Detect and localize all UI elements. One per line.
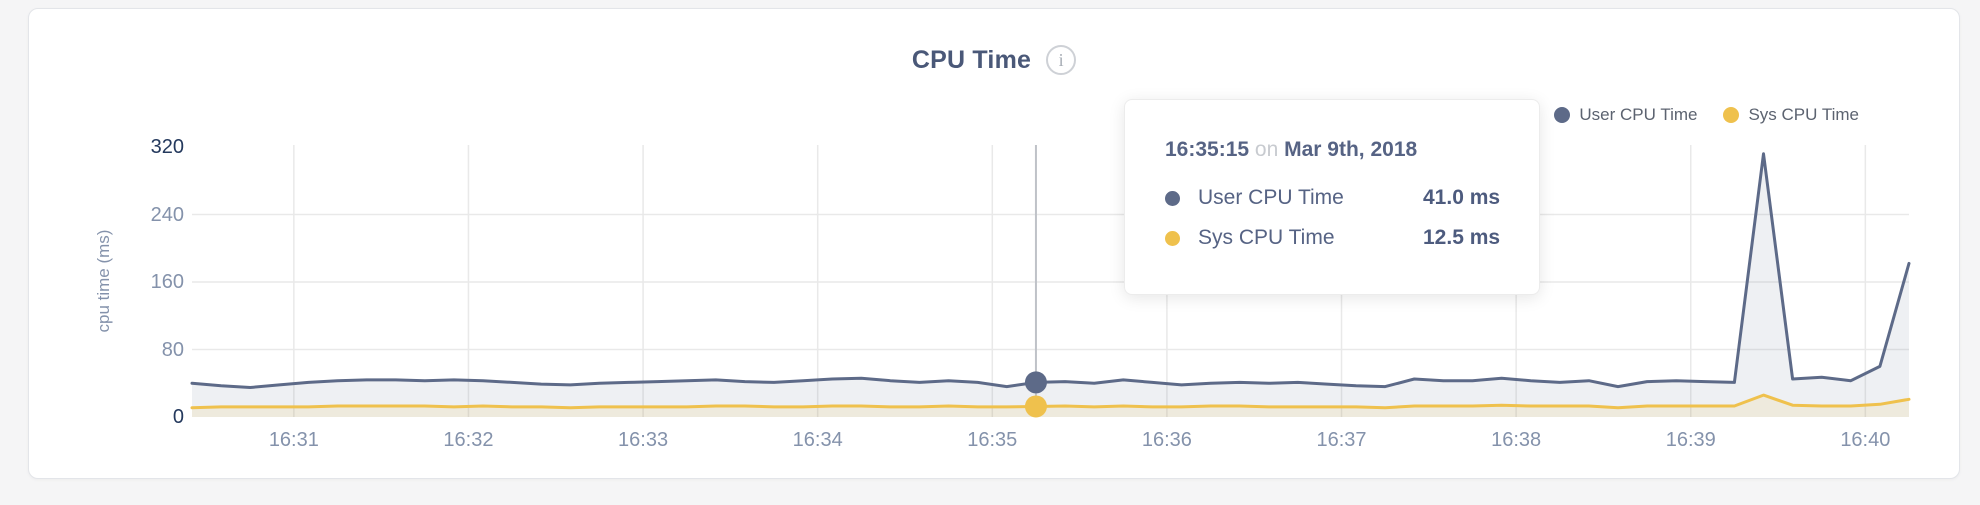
x-axis-tick-label: 16:32: [443, 429, 494, 451]
x-axis-tick-label: 16:36: [1141, 429, 1192, 451]
y-axis-tick-label: 0: [172, 406, 184, 428]
tooltip-series-label: User CPU Time: [1198, 186, 1344, 209]
x-axis-tick-label: 16:33: [618, 429, 669, 451]
cpu-time-chart-plot[interactable]: [29, 9, 1980, 505]
x-axis-tick-label: 16:31: [268, 429, 319, 451]
x-axis-tick-label: 16:37: [1316, 429, 1367, 451]
tooltip-row: User CPU Time 41.0 ms: [1165, 178, 1503, 218]
x-axis-tick-label: 16:40: [1840, 429, 1891, 451]
legend-item-user-cpu[interactable]: User CPU Time: [1554, 105, 1697, 125]
y-axis-tick-label: 80: [161, 338, 184, 361]
y-axis-tick-label: 160: [150, 271, 184, 293]
legend-item-sys-cpu[interactable]: Sys CPU Time: [1723, 105, 1859, 125]
tooltip-series-label: Sys CPU Time: [1198, 226, 1335, 249]
legend-dot: [1723, 107, 1740, 123]
chart-legend: User CPU Time Sys CPU Time: [1554, 105, 1859, 125]
tooltip-series-value: 41.0 ms: [1423, 186, 1501, 209]
tooltip-series-value: 12.5 ms: [1423, 226, 1501, 249]
legend-label: User CPU Time: [1579, 105, 1698, 124]
y-axis-tick-label: 320: [150, 136, 184, 158]
chart-card: CPU Time i User CPU Time Sys CPU Time 0 80…: [28, 8, 1960, 479]
tooltip-title: 16:35:15 on Mar 9th, 2018: [1165, 138, 1503, 162]
tooltip-date: Mar 9th, 2018: [1284, 138, 1418, 161]
tooltip-rows: User CPU Time 41.0 ms Sys CPU Time 12.5 ms: [1165, 178, 1503, 258]
tooltip-series-dot: [1165, 190, 1180, 206]
legend-label: Sys CPU Time: [1748, 105, 1859, 124]
tooltip-series-dot: [1165, 230, 1180, 246]
chart-tooltip: 16:35:15 on Mar 9th, 2018 User CPU Time 4…: [1124, 99, 1540, 295]
legend-dot: [1554, 107, 1571, 123]
tooltip-time: 16:35:15: [1165, 138, 1250, 161]
tooltip-connector: on: [1254, 138, 1279, 161]
chart-header: CPU Time i: [29, 45, 1959, 75]
x-axis-tick-label: 16:35: [967, 429, 1018, 451]
x-axis-tick-label: 16:34: [792, 429, 843, 451]
x-axis-tick-label: 16:39: [1665, 429, 1716, 451]
x-axis-tick-label: 16:38: [1491, 429, 1542, 451]
tooltip-row: Sys CPU Time 12.5 ms: [1165, 218, 1503, 258]
info-icon[interactable]: i: [1046, 45, 1077, 75]
y-axis-tick-label: 240: [150, 203, 184, 226]
chart-title: CPU Time: [911, 45, 1032, 74]
